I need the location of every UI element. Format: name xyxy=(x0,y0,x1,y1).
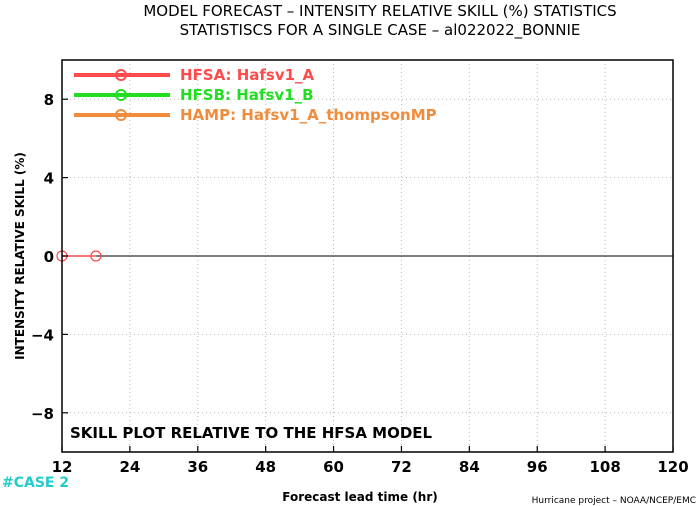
x-tick-label: 12 xyxy=(52,458,73,476)
legend: HFSA: Hafsv1_A HFSB: Hafsv1_B HAMP: Hafsv1… xyxy=(74,66,437,124)
x-tick-label: 84 xyxy=(459,458,480,476)
y-axis-title: INTENSITY RELATIVE SKILL (%) xyxy=(13,152,27,360)
x-tick-label: 48 xyxy=(255,458,276,476)
x-tick-label: 120 xyxy=(657,458,688,476)
legend-label: HFSB: Hafsv1_B xyxy=(180,86,314,104)
y-tick-label: 4 xyxy=(44,170,54,188)
legend-label: HAMP: Hafsv1_A_thompsonMP xyxy=(180,106,437,124)
x-tick-label: 96 xyxy=(527,458,548,476)
y-tick-label: 8 xyxy=(44,91,54,109)
chart-subtitle: STATISTISCS FOR A SINGLE CASE – al022022… xyxy=(180,21,581,40)
skill-note: SKILL PLOT RELATIVE TO THE HFSA MODEL xyxy=(70,424,433,442)
legend-swatch-marker xyxy=(115,109,127,121)
legend-swatch-marker xyxy=(115,89,127,101)
x-axis-title: Forecast lead time (hr) xyxy=(282,490,438,504)
x-tick-label: 36 xyxy=(187,458,208,476)
case-label: #CASE 2 xyxy=(2,475,69,491)
x-tick-label: 24 xyxy=(119,458,140,476)
y-tick-label: 0 xyxy=(44,248,54,266)
y-tick-label: −8 xyxy=(31,405,54,423)
legend-swatch-marker xyxy=(115,69,127,81)
credit-text: Hurricane project – NOAA/NCEP/EMC xyxy=(532,496,696,506)
chart-title: MODEL FORECAST – INTENSITY RELATIVE SKIL… xyxy=(143,2,616,20)
legend-label: HFSA: Hafsv1_A xyxy=(180,66,315,84)
data-point xyxy=(90,250,102,262)
x-tick-label: 108 xyxy=(589,458,620,476)
x-tick-label: 60 xyxy=(323,458,344,476)
x-tick-label: 72 xyxy=(391,458,412,476)
y-tick-label: −4 xyxy=(31,326,54,344)
